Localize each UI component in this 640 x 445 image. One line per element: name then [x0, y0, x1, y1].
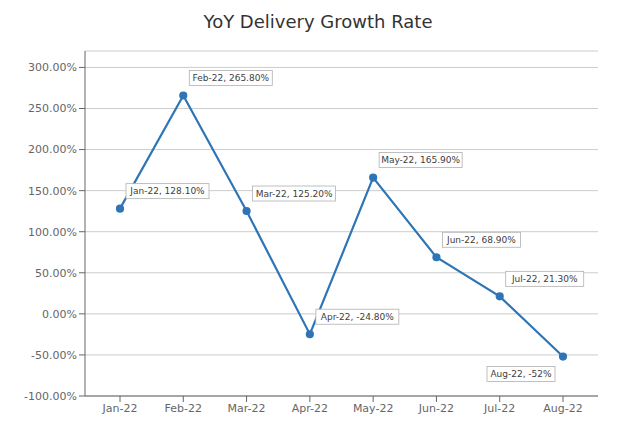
- svg-text:300.00%: 300.00%: [28, 61, 77, 74]
- svg-text:Apr-22: Apr-22: [292, 402, 328, 415]
- svg-text:Jan-22: Jan-22: [102, 402, 138, 415]
- svg-text:Jul-22: Jul-22: [483, 402, 515, 415]
- svg-text:0.00%: 0.00%: [42, 308, 77, 321]
- svg-text:Jul-22, 21.30%: Jul-22, 21.30%: [511, 274, 578, 284]
- svg-text:Feb-22: Feb-22: [165, 402, 202, 415]
- svg-text:Aug-22, -52%: Aug-22, -52%: [490, 369, 552, 379]
- svg-text:200.00%: 200.00%: [28, 143, 77, 156]
- svg-text:Mar-22, 125.20%: Mar-22, 125.20%: [256, 189, 333, 199]
- svg-text:May-22, 165.90%: May-22, 165.90%: [381, 155, 460, 165]
- svg-text:Feb-22, 265.80%: Feb-22, 265.80%: [193, 73, 270, 83]
- svg-text:-100.00%: -100.00%: [24, 390, 77, 403]
- svg-text:Jun-22, 68.90%: Jun-22, 68.90%: [446, 235, 516, 245]
- svg-text:Aug-22: Aug-22: [543, 402, 582, 415]
- svg-text:-50.00%: -50.00%: [31, 349, 77, 362]
- svg-text:Jun-22: Jun-22: [418, 402, 454, 415]
- html-text:YoY Delivery Growth Rate: YoY Delivery Growth Rate: [203, 11, 433, 32]
- svg-text:100.00%: 100.00%: [28, 226, 77, 239]
- svg-text:May-22: May-22: [353, 402, 394, 415]
- svg-text:50.00%: 50.00%: [35, 267, 77, 280]
- svg-text:Apr-22, -24.80%: Apr-22, -24.80%: [321, 312, 394, 322]
- svg-text:Mar-22: Mar-22: [228, 402, 266, 415]
- svg-text:150.00%: 150.00%: [28, 185, 77, 198]
- svg-text:250.00%: 250.00%: [28, 102, 77, 115]
- svg-text:Jan-22, 128.10%: Jan-22, 128.10%: [129, 186, 205, 196]
